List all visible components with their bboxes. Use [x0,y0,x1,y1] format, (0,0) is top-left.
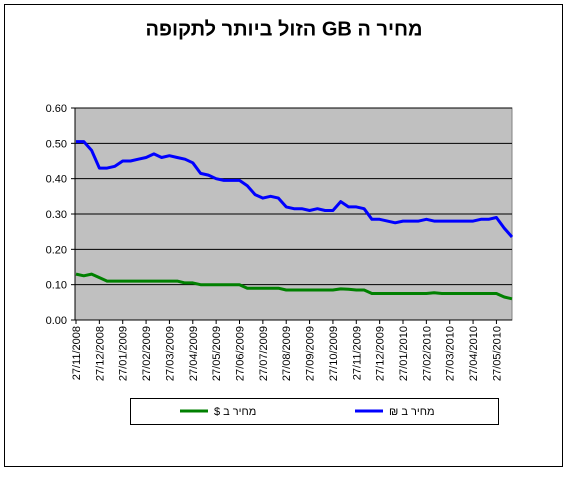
x-tick-label: 27/09/2009 [305,326,317,381]
y-tick-label: 0.30 [46,209,67,221]
legend-label: מחיר ב ₪ [389,406,435,418]
x-tick-label: 27/01/2009 [118,326,130,381]
legend-label: מחיר ב $ [214,406,256,418]
x-tick-label: 27/10/2009 [328,326,340,381]
y-tick-label: 0.20 [46,244,67,256]
line-series [75,272,513,301]
x-tick-label: 27/04/2009 [188,326,200,381]
y-tick-label: 0.10 [46,280,67,292]
x-tick-label: 27/11/2009 [351,326,363,380]
x-tick-label: 27/11/2008 [71,326,83,380]
line-series [76,140,514,238]
x-tick-label: 27/12/2008 [94,326,106,381]
x-tick-label: 27/05/2010 [491,326,503,381]
x-tick-label: 27/08/2009 [281,326,293,381]
x-tick-label: 27/02/2009 [141,326,153,381]
x-tick-label: 27/07/2009 [258,326,270,381]
x-tick-label: 27/06/2009 [235,326,247,381]
x-tick-label: 27/01/2010 [398,326,410,381]
x-tick-label: 27/12/2009 [375,326,387,381]
x-tick-label: 27/05/2009 [211,326,223,381]
y-tick-label: 0.00 [46,315,67,327]
chart-title: מחיר ה GB הזול ביותר לתקופה [145,18,422,40]
y-tick-label: 0.60 [46,103,67,115]
x-tick-label: 27/02/2010 [421,326,433,381]
y-tick-label: 0.40 [46,174,67,186]
x-tick-label: 27/03/2010 [445,326,457,381]
x-tick-label: 27/03/2009 [164,326,176,381]
x-tick-label: 27/04/2010 [468,326,480,381]
y-tick-label: 0.50 [46,138,67,150]
